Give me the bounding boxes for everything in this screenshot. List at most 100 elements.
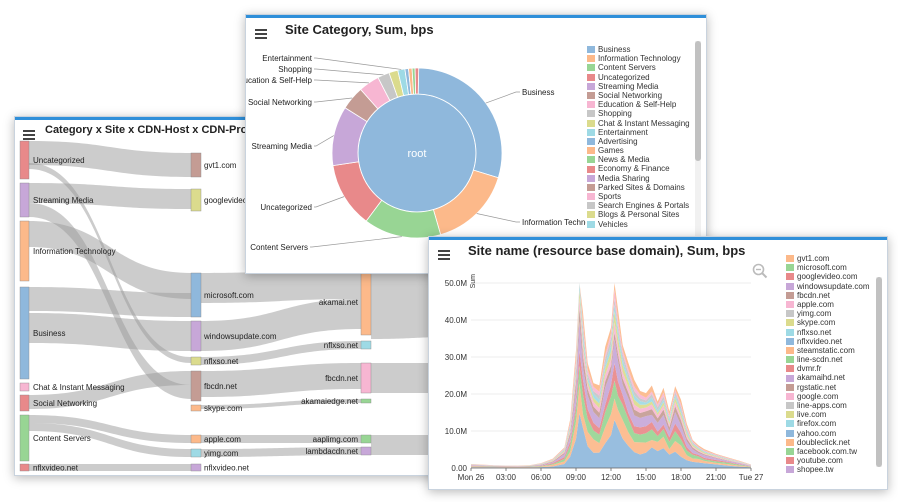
y-tick-label: 30.0M: [445, 353, 468, 362]
legend-item[interactable]: doubleclick.net: [786, 438, 876, 447]
legend-item[interactable]: Shopping: [587, 109, 693, 118]
legend-label: apple.com: [797, 299, 834, 309]
legend-item[interactable]: Streaming Media: [587, 82, 693, 91]
legend-scroll-thumb[interactable]: [695, 41, 701, 161]
sankey-link: [29, 464, 191, 471]
legend-item[interactable]: steamstatic.com: [786, 346, 876, 355]
legend-item[interactable]: Search Engines & Portals: [587, 201, 693, 210]
x-tick-label: 09:00: [566, 473, 587, 482]
legend-label: Advertising: [598, 136, 638, 146]
legend-swatch: [786, 392, 794, 400]
hamburger-menu-icon[interactable]: [23, 127, 35, 145]
legend-swatch: [587, 82, 595, 90]
legend-item[interactable]: Uncategorized: [587, 73, 693, 82]
sunburst-callout-line: [314, 196, 345, 208]
legend-item[interactable]: facebook.com.tw: [786, 447, 876, 456]
legend-item[interactable]: google.com: [786, 392, 876, 401]
legend-item[interactable]: rgstatic.net: [786, 383, 876, 392]
legend-label: Shopping: [598, 109, 632, 119]
legend-scroll-thumb[interactable]: [876, 277, 882, 467]
legend-item[interactable]: yimg.com: [786, 309, 876, 318]
legend-swatch: [587, 110, 595, 118]
legend-item[interactable]: apple.com: [786, 300, 876, 309]
legend-swatch: [786, 383, 794, 391]
legend-swatch: [587, 165, 595, 173]
hamburger-menu-icon[interactable]: [255, 26, 267, 44]
legend-label: rgstatic.net: [797, 382, 837, 392]
legend-item[interactable]: Economy & Finance: [587, 164, 693, 173]
legend-item[interactable]: Advertising: [587, 137, 693, 146]
legend-label: fbcdn.net: [797, 290, 830, 300]
legend-item[interactable]: googlevideo.com: [786, 272, 876, 281]
legend-item[interactable]: akamaihd.net: [786, 373, 876, 382]
legend-item[interactable]: windowsupdate.com: [786, 282, 876, 291]
zoom-out-icon[interactable]: [752, 263, 768, 284]
legend-label: Entertainment: [598, 127, 648, 137]
legend-item[interactable]: Business: [587, 45, 693, 54]
legend-label: windowsupdate.com: [797, 281, 870, 291]
legend-item[interactable]: gvt1.com: [786, 254, 876, 263]
legend-label: line-scdn.net: [797, 355, 843, 365]
legend-label: gvt1.com: [797, 254, 830, 263]
legend-item[interactable]: Content Servers: [587, 63, 693, 72]
legend-swatch: [786, 255, 794, 263]
legend-swatch: [786, 420, 794, 428]
legend-item[interactable]: nflxvideo.net: [786, 337, 876, 346]
sankey-site-label: skype.com: [204, 404, 243, 413]
sunburst-chart: root Business Information Techno Content Se…: [246, 54, 586, 252]
legend-item[interactable]: line-apps.com: [786, 401, 876, 410]
sunburst-callout-label: Uncategorized: [260, 203, 312, 212]
legend-item[interactable]: youtube.com: [786, 456, 876, 465]
legend-label: Streaming Media: [598, 81, 659, 91]
hamburger-menu-icon[interactable]: [438, 247, 450, 265]
legend-item[interactable]: Media Sharing: [587, 174, 693, 183]
legend-item[interactable]: Games: [587, 146, 693, 155]
sankey-link: [201, 399, 361, 409]
legend-item[interactable]: Sports: [587, 192, 693, 201]
legend-label: Content Servers: [598, 63, 656, 73]
sankey-node-site: [190, 188, 202, 212]
legend-item[interactable]: microsoft.com: [786, 263, 876, 272]
legend-label: Games: [598, 146, 624, 156]
legend-item[interactable]: live.com: [786, 410, 876, 419]
area-chart-title: Site name (resource base domain), Sum, b…: [468, 243, 746, 258]
x-tick-label: Tue 27: [739, 473, 764, 482]
sankey-node-category: [19, 382, 30, 392]
legend-label: microsoft.com: [797, 263, 847, 273]
legend-item[interactable]: Information Technology: [587, 54, 693, 63]
legend-swatch: [786, 328, 794, 336]
sankey-link: [29, 423, 191, 457]
legend-item[interactable]: Blogs & Personal Sites: [587, 210, 693, 219]
sankey-link: [29, 141, 191, 177]
legend-swatch: [587, 92, 595, 100]
legend-item[interactable]: yahoo.com: [786, 429, 876, 438]
x-tick-label: Mon 26: [458, 473, 485, 482]
legend-item[interactable]: shopee.tw: [786, 465, 876, 474]
sankey-host-label: fbcdn.net: [325, 374, 359, 383]
legend-scrollbar[interactable]: [695, 41, 701, 241]
legend-scrollbar[interactable]: [876, 277, 882, 467]
legend-item[interactable]: Social Networking: [587, 91, 693, 100]
sunburst-legend: Business Information Technology Content Se…: [587, 45, 693, 236]
legend-item[interactable]: fbcdn.net: [786, 291, 876, 300]
legend-item[interactable]: Parked Sites & Domains: [587, 183, 693, 192]
sankey-node-category: [19, 394, 30, 412]
legend-swatch: [786, 356, 794, 364]
legend-item[interactable]: Chat & Instant Messaging: [587, 119, 693, 128]
legend-swatch: [786, 457, 794, 465]
legend-item[interactable]: Vehicles: [587, 220, 693, 229]
legend-item[interactable]: skype.com: [786, 318, 876, 327]
legend-item[interactable]: Education & Self-Help: [587, 100, 693, 109]
sunburst-callout-line: [314, 135, 334, 147]
legend-item[interactable]: dvmr.fr: [786, 364, 876, 373]
legend-swatch: [587, 55, 595, 63]
panel-top-accent: [15, 117, 455, 120]
legend-label: Social Networking: [598, 90, 663, 100]
legend-item[interactable]: News & Media: [587, 155, 693, 164]
legend-item[interactable]: firefox.com: [786, 419, 876, 428]
legend-item[interactable]: Entertainment: [587, 128, 693, 137]
stacked-area-chart: 0.00 10.0M 20.0M 30.0M 40.0M 50.0M Sum Mon 26 03…: [445, 274, 764, 482]
legend-item[interactable]: line-scdn.net: [786, 355, 876, 364]
legend-label: Uncategorized: [598, 72, 650, 82]
legend-item[interactable]: nflxso.net: [786, 328, 876, 337]
